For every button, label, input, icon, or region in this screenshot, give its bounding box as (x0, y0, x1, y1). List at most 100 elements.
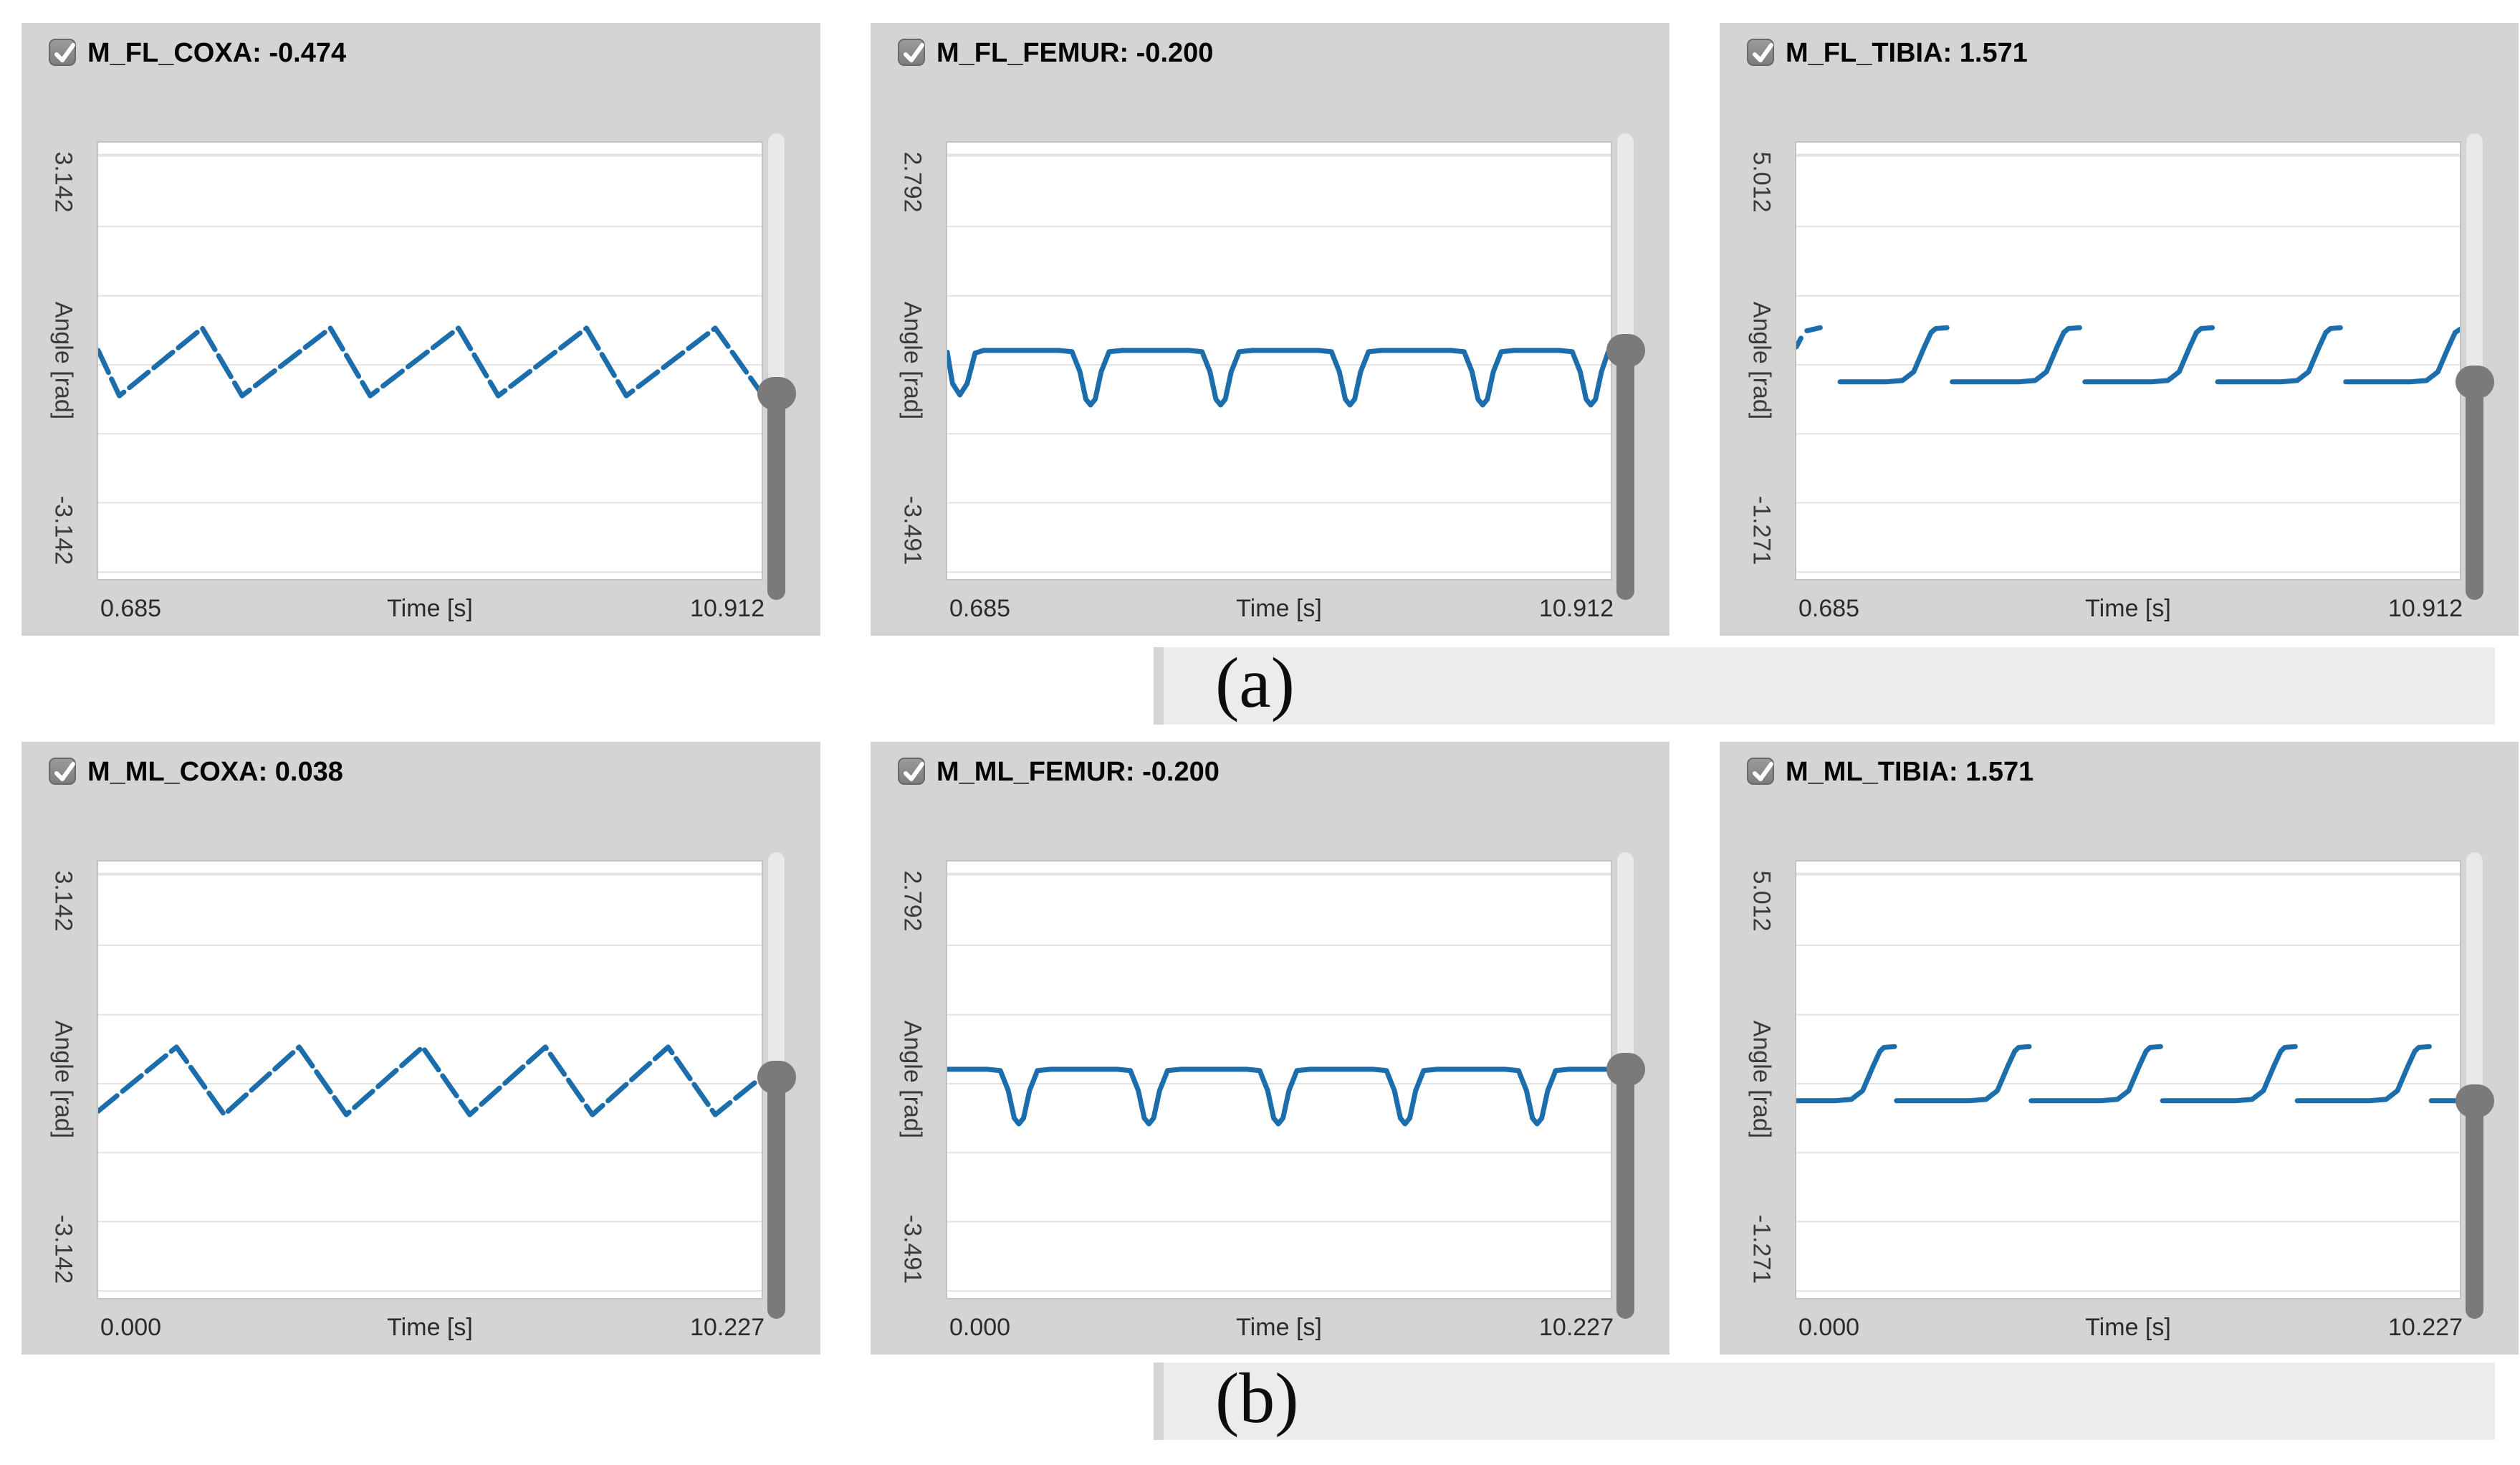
position-slider-thumb[interactable] (1606, 333, 1645, 367)
x-end-label: 10.912 (2388, 595, 2463, 622)
y-max-label: 3.142 (49, 151, 77, 213)
x-start-label: 0.685 (949, 595, 1011, 622)
channel-title: M_FL_FEMUR: -0.200 (936, 38, 1214, 68)
subfigure-caption-b: (b) (1215, 1357, 1299, 1438)
channel-title: M_ML_FEMUR: -0.200 (936, 757, 1220, 787)
signal-panel-M_FL_FEMUR: M_FL_FEMUR: -0.200 2.792 Angle [rad] -3.… (871, 23, 1669, 636)
position-slider-fill (2466, 1099, 2483, 1319)
signal-panel-M_FL_TIBIA: M_FL_TIBIA: 1.571 5.012 Angle [rad] -1.2… (1720, 23, 2519, 636)
y-min-label: -3.142 (49, 495, 77, 566)
x-axis-label: Time [s] (2085, 595, 2171, 622)
signal-plot-canvas (1796, 862, 2460, 1298)
check-icon (904, 762, 924, 781)
band-edge (1154, 647, 1164, 725)
check-icon (1753, 762, 1773, 781)
y-axis-label: Angle [rad] (49, 301, 77, 420)
x-axis-label: Time [s] (1236, 595, 1322, 622)
signal-panel-M_ML_FEMUR: M_ML_FEMUR: -0.200 2.792 Angle [rad] -3.… (871, 742, 1669, 1355)
channel-checkbox[interactable] (898, 758, 925, 785)
position-slider-thumb[interactable] (2456, 365, 2494, 399)
signal-trace (1953, 328, 2080, 382)
signal-plot (97, 141, 763, 581)
check-icon (1753, 43, 1773, 62)
x-start-label: 0.685 (100, 595, 162, 622)
signal-trace (2346, 330, 2460, 382)
subfigure-label-b: (b) (1154, 1358, 2495, 1440)
signal-trace (1807, 328, 1821, 330)
y-axis-label: Angle [rad] (899, 301, 926, 420)
subfigure-caption-a: (a) (1215, 642, 1295, 722)
channel-title: M_FL_COXA: -0.474 (87, 38, 347, 68)
x-axis-label: Time [s] (1236, 1314, 1322, 1341)
y-axis-label: Angle [rad] (1748, 301, 1776, 420)
signal-trace (947, 350, 1611, 405)
signal-plot (97, 860, 763, 1299)
x-end-label: 10.227 (1539, 1314, 1614, 1341)
y-max-label: 2.792 (899, 870, 926, 932)
signal-plot (1795, 141, 2461, 581)
check-icon (54, 43, 75, 62)
signal-trace (2031, 1046, 2161, 1101)
signal-plot-canvas (947, 862, 1611, 1298)
signal-plot (1795, 860, 2461, 1299)
signal-trace (2297, 1046, 2429, 1101)
position-slider-thumb[interactable] (757, 1060, 796, 1094)
channel-checkbox[interactable] (1747, 758, 1774, 785)
x-start-label: 0.000 (949, 1314, 1011, 1341)
signal-panel-M_ML_COXA: M_ML_COXA: 0.038 3.142 Angle [rad] -3.14… (21, 742, 820, 1355)
position-slider-fill (767, 392, 785, 600)
x-end-label: 10.912 (690, 595, 765, 622)
channel-checkbox[interactable] (49, 39, 76, 66)
y-max-label: 5.012 (1748, 870, 1776, 932)
position-slider-thumb[interactable] (2456, 1084, 2494, 1117)
y-min-label: -3.491 (899, 1214, 926, 1284)
signal-plot (946, 860, 1612, 1299)
signal-plot-canvas (98, 862, 762, 1298)
signal-trace (1840, 328, 1947, 382)
x-axis-label: Time [s] (387, 595, 473, 622)
y-max-label: 2.792 (899, 151, 926, 213)
position-slider-fill (1616, 1067, 1634, 1319)
signal-trace (947, 1069, 1611, 1124)
position-slider-thumb[interactable] (757, 377, 796, 411)
y-max-label: 3.142 (49, 870, 77, 932)
x-start-label: 0.685 (1798, 595, 1860, 622)
x-end-label: 10.227 (2388, 1314, 2463, 1341)
signal-trace (2085, 328, 2213, 382)
x-start-label: 0.000 (100, 1314, 162, 1341)
signal-trace (1796, 338, 1801, 347)
y-min-label: -3.142 (49, 1214, 77, 1284)
band-edge (1154, 1363, 1164, 1440)
x-axis-label: Time [s] (2085, 1314, 2171, 1341)
signal-plot (946, 141, 1612, 581)
signal-trace (1897, 1046, 2029, 1101)
channel-title: M_ML_COXA: 0.038 (87, 757, 343, 787)
y-min-label: -1.271 (1748, 1214, 1776, 1284)
channel-checkbox[interactable] (49, 758, 76, 785)
signal-trace (2218, 328, 2340, 382)
y-axis-label: Angle [rad] (899, 1020, 926, 1139)
y-axis-label: Angle [rad] (1748, 1020, 1776, 1139)
y-min-label: -1.271 (1748, 495, 1776, 566)
position-slider-fill (2466, 380, 2483, 600)
y-max-label: 5.012 (1748, 151, 1776, 213)
x-axis-label: Time [s] (387, 1314, 473, 1341)
position-slider-thumb[interactable] (1606, 1052, 1645, 1086)
y-min-label: -3.491 (899, 495, 926, 566)
signal-trace (2162, 1046, 2295, 1101)
signal-trace (98, 1047, 762, 1115)
y-axis-label: Angle [rad] (49, 1020, 77, 1139)
check-icon (904, 43, 924, 62)
signal-trace (1796, 1046, 1894, 1101)
subfigure-label-a: (a) (1154, 643, 2495, 725)
x-end-label: 10.912 (1539, 595, 1614, 622)
channel-checkbox[interactable] (1747, 39, 1774, 66)
check-icon (54, 762, 75, 781)
position-slider-fill (767, 1075, 785, 1319)
channel-title: M_FL_TIBIA: 1.571 (1786, 38, 2028, 68)
signal-plot-canvas (98, 143, 762, 579)
signal-trace (98, 328, 762, 396)
channel-checkbox[interactable] (898, 39, 925, 66)
position-slider-fill (1616, 348, 1634, 600)
